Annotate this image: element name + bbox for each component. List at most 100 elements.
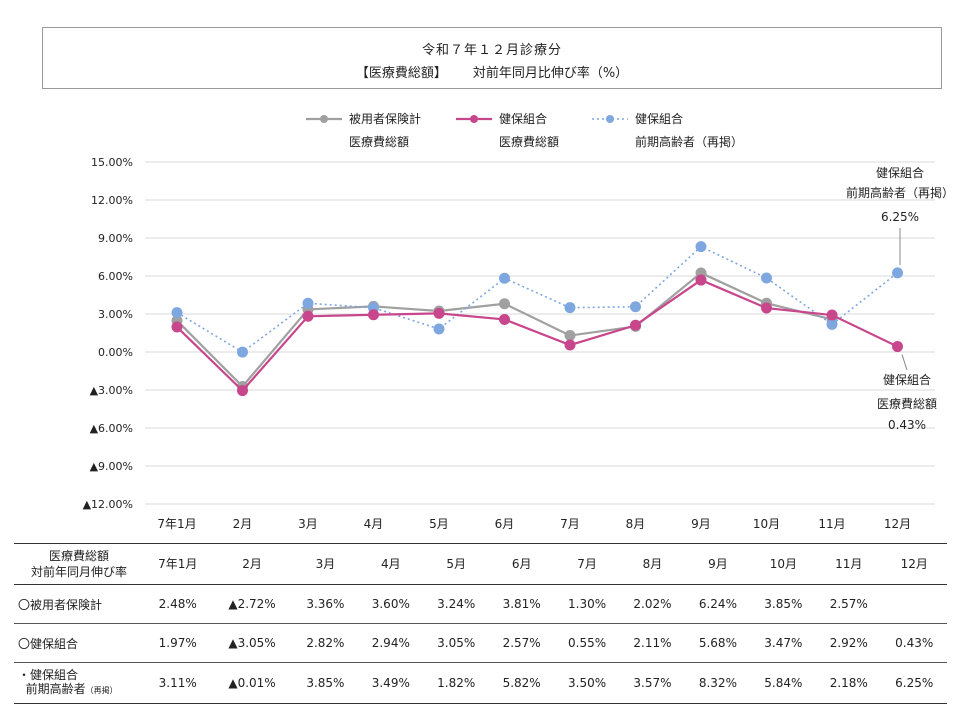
table-cell: 3.57% [619,662,686,704]
table-cell: 2.92% [816,623,882,663]
table-row: 〇健保組合 1.97% ▲3.05% 2.82% 2.94% 3.05% 2.5… [14,623,947,663]
data-point [237,346,248,358]
annotation-text: 健保組合 [883,372,931,387]
x-tick-label: 10月 [753,517,780,531]
table-cell: 3.47% [750,623,817,663]
x-tick-label: 4月 [364,517,384,531]
table-row-label-small: （再掲） [85,686,118,695]
table-col-header: 7月 [554,543,620,585]
chart-title-bracket: 【医療費総額】 [355,66,447,81]
table-cell: 2.48% [144,584,212,624]
table-col-header: 5月 [423,543,489,585]
table-cell: 2.57% [488,623,555,663]
y-tick-label: ▲12.00% [83,498,133,511]
table-cell: 2.57% [816,584,882,624]
y-tick-label: ▲9.00% [90,460,133,473]
table-row-label: ・健保組合 前期高齢者（再掲） [14,662,144,704]
table-cell: 3.49% [358,662,424,704]
data-point [171,307,183,319]
table-cell: 2.94% [358,623,424,663]
series-line [176,271,833,389]
data-point [630,319,641,331]
table-header-label-line2: 対前年同月伸び率 [30,565,127,579]
table-cell: 3.11% [144,662,212,704]
legend-label: 医療費総額 [499,134,559,149]
legend-label: 医療費総額 [349,134,409,149]
series-line [176,278,898,393]
x-tick-label: 2月 [233,517,253,531]
data-point [630,301,641,313]
data-point [695,274,707,286]
y-tick-label: ▲6.00% [90,422,133,435]
data-point [499,298,510,310]
table-cell: 3.36% [292,584,359,624]
table-col-header: 7年1月 [144,543,212,585]
series-line [176,245,898,354]
table-cell: 3.81% [488,584,555,624]
x-tick-label: 12月 [884,517,911,531]
table-cell [881,584,947,624]
legend-label: 健保組合 [635,111,683,126]
data-point [564,330,576,342]
data-point [695,241,707,253]
table-col-header: 4月 [358,543,424,585]
table-row-label: 〇被用者保険計 [14,584,144,624]
y-tick-label: ▲3.00% [90,384,133,397]
line-chart: 15.00% 12.00% 9.00% 6.00% 3.00% 0.00% ▲3.00% ▲6… [83,111,954,531]
annotation-text: 前期高齢者（再掲） [846,185,954,200]
data-point [761,272,772,284]
table-cell: 1.30% [554,584,620,624]
series-lines [171,241,903,397]
data-point [826,318,838,330]
y-tick-label: 9.00% [98,232,133,245]
table-col-header: 10月 [750,543,817,585]
table-cell: ▲3.05% [211,623,293,663]
x-tick-label: 6月 [495,517,515,531]
chart-title-box: 令和７年１２月診療分 【医療費総額】 対前年同月比伸び率（%） [42,27,942,89]
data-point [761,302,772,314]
table-header-label-line1: 医療費総額 [48,549,109,563]
data-point [433,323,445,335]
y-tick-label: 6.00% [98,270,133,283]
table-cell: 0.55% [554,623,620,663]
table-header-row: 医療費総額 対前年同月伸び率 7年1月 2月 3月 4月 5月 6月 7月 8月… [14,543,947,585]
annotation-leader [901,354,908,371]
annotation-text: 6.25% [881,210,919,224]
data-point [302,297,314,309]
table-col-header: 3月 [292,543,359,585]
x-tick-label: 8月 [626,517,646,531]
data-table: 医療費総額 対前年同月伸び率 7年1月 2月 3月 4月 5月 6月 7月 8月… [14,543,947,704]
table-row-label-line1: ・健保組合 [18,668,79,682]
legend-label: 前期高齢者（再掲） [635,134,743,149]
legend-marker [606,115,614,123]
annotation-text: 健保組合 [876,165,924,180]
table-cell: 5.84% [750,662,817,704]
table-col-header: 11月 [816,543,882,585]
table-cell: 8.32% [685,662,751,704]
table-cell: 3.24% [423,584,489,624]
data-point [564,302,576,314]
data-point [499,272,510,284]
x-tick-label: 11月 [818,517,845,531]
table-cell: 6.25% [881,662,947,704]
x-tick-label: 3月 [298,517,318,531]
table-cell: ▲0.01% [211,662,293,704]
table-cell: 3.85% [292,662,359,704]
legend-marker [320,115,328,123]
y-tick-label: 15.00% [91,156,133,169]
legend-label: 健保組合 [499,111,547,126]
x-tick-label: 7月 [560,517,580,531]
annotation-text: 医療費総額 [877,396,937,411]
x-tick-label: 7年1月 [157,517,196,531]
data-point [564,339,576,351]
y-tick-label: 12.00% [91,194,133,207]
table-row-label: 〇健保組合 [14,623,144,663]
table-cell: 2.02% [619,584,686,624]
annotation-text: 0.43% [888,418,926,432]
y-tick-label: 0.00% [98,346,133,359]
table-cell: 3.50% [554,662,620,704]
series-group [171,274,903,397]
legend-marker [470,115,478,123]
table-cell: 2.18% [816,662,882,704]
